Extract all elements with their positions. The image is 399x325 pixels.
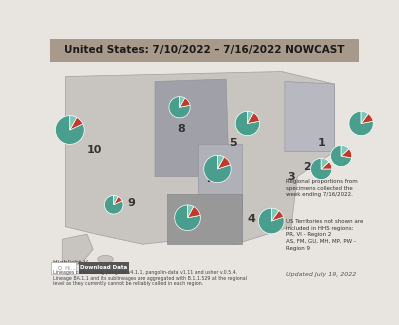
Text: US Territories not shown are
included in HHS regions:
PR, VI - Region 2
AS, FM, : US Territories not shown are included in… xyxy=(286,219,364,251)
Wedge shape xyxy=(188,206,200,218)
FancyBboxPatch shape xyxy=(50,39,359,61)
Wedge shape xyxy=(70,117,83,130)
Wedge shape xyxy=(70,116,77,130)
Text: Lineage BA.1.1 and its sublineages are aggregated with B.1.1.529 at the regional: Lineage BA.1.1 and its sublineages are a… xyxy=(53,276,247,281)
Wedge shape xyxy=(361,111,368,124)
Text: 8: 8 xyxy=(178,124,186,135)
Text: Q  Hi...: Q Hi... xyxy=(57,266,75,270)
Ellipse shape xyxy=(98,255,113,263)
Wedge shape xyxy=(188,205,194,218)
Wedge shape xyxy=(247,111,253,124)
Wedge shape xyxy=(114,197,122,205)
Text: United States: 7/10/2022 – 7/16/2022 NOWCAST: United States: 7/10/2022 – 7/16/2022 NOW… xyxy=(64,45,345,55)
Text: 7: 7 xyxy=(205,174,213,184)
Wedge shape xyxy=(349,111,373,136)
Polygon shape xyxy=(155,79,229,177)
Wedge shape xyxy=(310,158,332,180)
Polygon shape xyxy=(285,82,334,151)
Text: 10: 10 xyxy=(86,145,102,155)
Text: Highlight V...: Highlight V... xyxy=(53,260,93,266)
Wedge shape xyxy=(341,149,352,158)
Text: Regional proportions from
specimens collected the
week ending 7/16/2022.: Regional proportions from specimens coll… xyxy=(286,179,358,197)
Wedge shape xyxy=(175,205,200,230)
Wedge shape xyxy=(271,211,284,221)
Text: 4: 4 xyxy=(247,214,255,224)
Wedge shape xyxy=(361,114,373,124)
Wedge shape xyxy=(55,116,84,144)
Text: 2: 2 xyxy=(303,162,311,172)
Wedge shape xyxy=(105,195,123,214)
Wedge shape xyxy=(321,158,329,169)
Text: level as they currently cannot be reliably called in each region.: level as they currently cannot be reliab… xyxy=(53,281,203,287)
Wedge shape xyxy=(114,195,118,205)
Wedge shape xyxy=(204,155,231,183)
Wedge shape xyxy=(235,111,259,136)
Wedge shape xyxy=(180,98,190,107)
Wedge shape xyxy=(321,162,332,169)
Polygon shape xyxy=(65,72,334,244)
Polygon shape xyxy=(62,234,93,264)
FancyBboxPatch shape xyxy=(51,262,76,274)
Text: 1: 1 xyxy=(317,138,325,148)
Wedge shape xyxy=(169,97,190,118)
Text: 5: 5 xyxy=(229,138,237,148)
Text: Lineages called using pangolin v4.1.1, pangolin-data v1.11 and usher v.0.5.4.: Lineages called using pangolin v4.1.1, p… xyxy=(53,270,237,276)
Wedge shape xyxy=(247,113,259,124)
Text: 6: 6 xyxy=(182,211,190,221)
Text: 3: 3 xyxy=(288,172,295,182)
FancyBboxPatch shape xyxy=(79,262,129,274)
Wedge shape xyxy=(341,145,349,156)
Polygon shape xyxy=(168,194,242,244)
Polygon shape xyxy=(198,144,242,214)
Wedge shape xyxy=(217,155,224,169)
Wedge shape xyxy=(259,208,284,234)
Wedge shape xyxy=(330,145,352,167)
Text: Updated July 19, 2022: Updated July 19, 2022 xyxy=(286,272,357,277)
Wedge shape xyxy=(180,97,185,107)
Wedge shape xyxy=(217,157,231,169)
Text: 9: 9 xyxy=(128,199,135,209)
Text: Download Data: Download Data xyxy=(80,266,128,270)
Wedge shape xyxy=(271,208,279,221)
